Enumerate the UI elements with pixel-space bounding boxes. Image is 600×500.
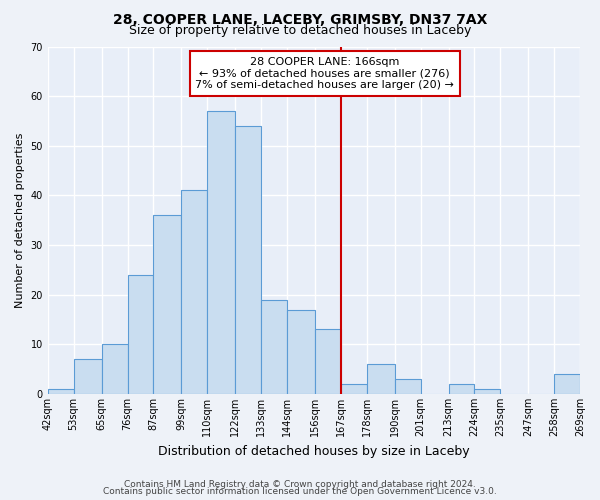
Bar	[315, 330, 341, 394]
Bar	[102, 344, 128, 394]
Bar	[341, 384, 367, 394]
Bar	[367, 364, 395, 394]
Text: 28 COOPER LANE: 166sqm
← 93% of detached houses are smaller (276)
7% of semi-det: 28 COOPER LANE: 166sqm ← 93% of detached…	[195, 57, 454, 90]
Text: 28, COOPER LANE, LACEBY, GRIMSBY, DN37 7AX: 28, COOPER LANE, LACEBY, GRIMSBY, DN37 7…	[113, 12, 487, 26]
X-axis label: Distribution of detached houses by size in Laceby: Distribution of detached houses by size …	[158, 444, 470, 458]
Bar	[207, 111, 235, 394]
Bar	[261, 300, 287, 394]
Bar	[74, 360, 102, 394]
Bar	[153, 216, 181, 394]
Bar	[235, 126, 261, 394]
Text: Contains public sector information licensed under the Open Government Licence v3: Contains public sector information licen…	[103, 487, 497, 496]
Bar	[287, 310, 315, 394]
Bar	[181, 190, 207, 394]
Bar	[475, 389, 500, 394]
Text: Contains HM Land Registry data © Crown copyright and database right 2024.: Contains HM Land Registry data © Crown c…	[124, 480, 476, 489]
Bar	[48, 389, 74, 394]
Bar	[449, 384, 475, 394]
Bar	[128, 275, 153, 394]
Y-axis label: Number of detached properties: Number of detached properties	[15, 132, 25, 308]
Bar	[395, 379, 421, 394]
Text: Size of property relative to detached houses in Laceby: Size of property relative to detached ho…	[129, 24, 471, 37]
Bar	[554, 374, 580, 394]
